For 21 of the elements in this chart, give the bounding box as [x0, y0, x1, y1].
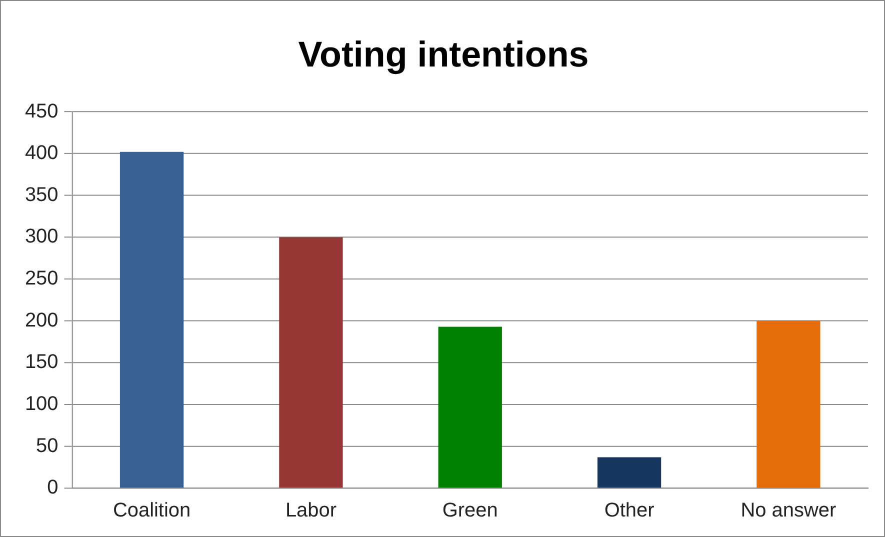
bar [120, 152, 184, 488]
x-tick-label: No answer [740, 500, 836, 522]
x-tick-label: Green [442, 500, 498, 522]
y-tick-label: 400 [24, 142, 58, 164]
x-tick-label: Coalition [112, 500, 191, 522]
y-tick-label: 250 [24, 268, 58, 290]
y-tick-label: 450 [24, 100, 58, 122]
x-tick-label: Other [604, 500, 655, 522]
y-tick-label: 0 [47, 476, 58, 499]
y-tick-label: 100 [24, 393, 58, 416]
y-tick-label: 350 [24, 184, 58, 206]
chart-title: Voting intentions [298, 34, 589, 74]
x-tick-label: Labor [285, 500, 337, 522]
y-tick-label: 300 [24, 226, 58, 248]
bar [438, 326, 502, 488]
y-tick-label: 150 [24, 351, 58, 374]
y-tick-label: 200 [24, 309, 58, 332]
bar [597, 457, 662, 488]
bar [279, 237, 343, 488]
bar [756, 320, 820, 488]
y-tick-label: 50 [36, 434, 58, 457]
